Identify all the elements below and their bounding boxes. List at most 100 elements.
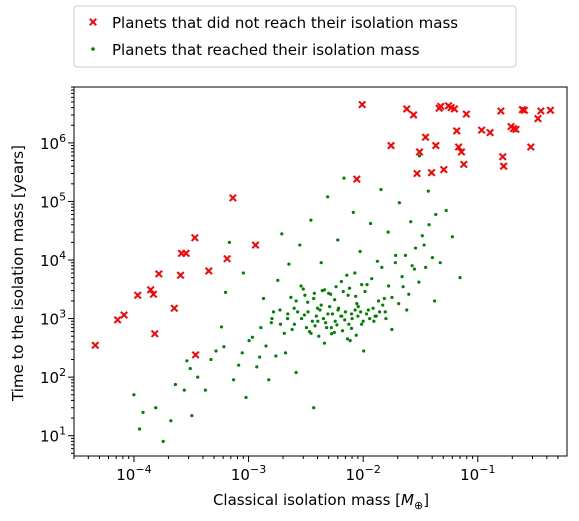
point-reached xyxy=(280,232,283,235)
y-tick-exponent: 3 xyxy=(59,308,66,321)
point-reached xyxy=(362,349,365,352)
point-reached xyxy=(342,177,345,180)
point-reached xyxy=(405,308,408,311)
point-reached xyxy=(335,323,338,326)
point-reached xyxy=(414,246,417,249)
point-reached xyxy=(333,298,336,301)
point-reached xyxy=(411,264,414,267)
point-not-reached xyxy=(428,169,434,175)
point-reached xyxy=(303,294,306,297)
plot-frame xyxy=(74,87,567,456)
point-not-reached xyxy=(206,268,212,274)
legend: Planets that did not reach their isolati… xyxy=(74,6,516,67)
point-reached xyxy=(402,285,405,288)
x-tick-exponent: −3 xyxy=(250,463,266,476)
point-reached xyxy=(424,266,427,269)
point-reached xyxy=(333,331,336,334)
y-tick-base: 10 xyxy=(40,135,59,153)
point-reached xyxy=(347,323,350,326)
point-reached xyxy=(390,296,393,299)
point-reached xyxy=(293,323,296,326)
point-reached xyxy=(377,299,380,302)
point-reached xyxy=(264,344,267,347)
point-reached xyxy=(322,317,325,320)
point-reached xyxy=(340,280,343,283)
point-reached xyxy=(323,342,326,345)
point-reached xyxy=(427,190,430,193)
point-reached xyxy=(259,326,262,329)
point-reached xyxy=(359,250,362,253)
point-reached xyxy=(357,305,360,308)
point-not-reached xyxy=(388,142,394,148)
point-reached xyxy=(421,234,424,237)
point-reached xyxy=(270,321,273,324)
y-tick-exponent: 5 xyxy=(59,190,66,203)
point-reached xyxy=(354,295,357,298)
point-reached xyxy=(387,284,390,287)
point-reached xyxy=(324,321,327,324)
point-reached xyxy=(383,297,386,300)
point-reached xyxy=(305,326,308,329)
point-reached xyxy=(251,336,254,339)
y-tick-exponent: 6 xyxy=(59,132,66,145)
point-reached xyxy=(365,283,368,286)
point-reached xyxy=(363,290,366,293)
point-reached xyxy=(400,275,403,278)
x-tick-exponent: −2 xyxy=(365,463,381,476)
point-not-reached xyxy=(192,235,198,241)
y-tick-exponent: 2 xyxy=(59,366,66,379)
point-reached xyxy=(291,328,294,331)
point-reached xyxy=(360,323,363,326)
point-not-reached xyxy=(454,128,460,134)
point-reached xyxy=(300,317,303,320)
x-tick-base: 10 xyxy=(460,466,479,484)
point-reached xyxy=(326,312,329,315)
point-reached xyxy=(359,310,362,313)
point-reached xyxy=(326,195,329,198)
point-reached xyxy=(241,351,244,354)
point-reached xyxy=(313,324,316,327)
point-reached xyxy=(247,339,250,342)
point-reached xyxy=(138,427,141,430)
point-reached xyxy=(328,305,331,308)
point-reached xyxy=(286,317,289,320)
point-reached xyxy=(258,355,261,358)
series-reached xyxy=(132,154,461,443)
y-tick-base: 10 xyxy=(40,193,59,211)
point-reached xyxy=(286,312,289,315)
point-reached xyxy=(232,378,235,381)
point-reached xyxy=(342,290,345,293)
point-reached xyxy=(169,419,172,422)
point-not-reached xyxy=(135,292,141,298)
point-not-reached xyxy=(500,163,506,169)
point-reached xyxy=(317,335,320,338)
point-not-reached xyxy=(461,161,467,167)
point-reached xyxy=(433,299,436,302)
point-reached xyxy=(434,213,437,216)
point-reached xyxy=(344,310,347,313)
x-axis-label-subscript: ⊕ xyxy=(414,499,423,512)
point-not-reached xyxy=(500,154,506,160)
y-tick-exponent: 1 xyxy=(59,425,66,438)
point-reached xyxy=(312,297,315,300)
point-not-reached xyxy=(404,106,410,112)
legend-dot-marker xyxy=(91,47,95,51)
point-reached xyxy=(325,326,328,329)
x-tick-label: 10−3 xyxy=(231,463,266,484)
point-reached xyxy=(417,280,420,283)
point-reached xyxy=(279,323,282,326)
point-not-reached xyxy=(414,170,420,176)
point-reached xyxy=(348,287,351,290)
point-not-reached xyxy=(547,107,553,113)
point-reached xyxy=(299,284,302,287)
point-not-reached xyxy=(354,176,360,182)
point-reached xyxy=(394,254,397,257)
y-axis-label: Time to the isolation mass [years] xyxy=(9,145,27,402)
legend-label-not-reached: Planets that did not reach their isolati… xyxy=(112,14,458,32)
point-reached xyxy=(423,243,426,246)
point-not-reached xyxy=(416,149,422,155)
point-not-reached xyxy=(224,256,230,262)
point-reached xyxy=(295,371,298,374)
point-reached xyxy=(196,376,199,379)
